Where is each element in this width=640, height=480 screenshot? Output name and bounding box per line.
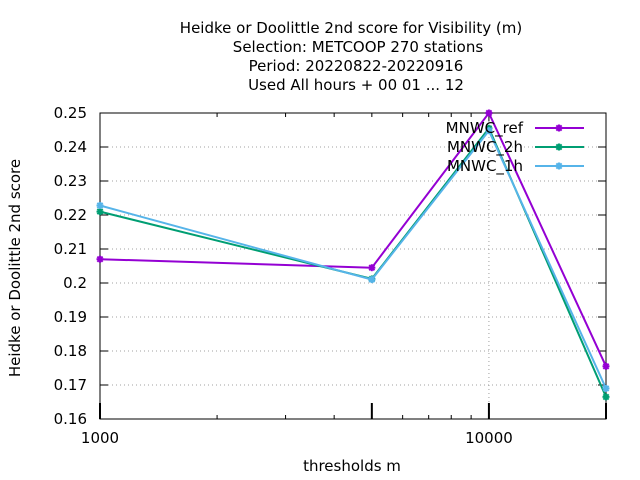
y-tick-label: 0.23 <box>54 172 87 190</box>
plot-frame <box>99 112 607 420</box>
x-tick-labels: 1000 10000 <box>81 429 513 447</box>
y-tick-label: 0.2 <box>63 274 87 292</box>
title-line-3: Period: 20220822-20220916 <box>249 57 464 75</box>
legend-label: MNWC_ref <box>446 119 524 138</box>
title-line-4: Used All hours + 00 01 ... 12 <box>248 76 464 94</box>
legend-label: MNWC_2h <box>447 138 523 157</box>
data-point <box>485 127 493 135</box>
y-tick-label: 0.16 <box>54 410 87 428</box>
series-1 <box>96 124 610 401</box>
data-point <box>602 384 610 392</box>
axes <box>99 112 607 420</box>
y-tick-label: 0.18 <box>54 342 87 360</box>
x-tick-label: 1000 <box>81 429 119 447</box>
y-axis-label: Heidke or Doolittle 2nd score <box>6 159 24 377</box>
title-line-2: Selection: METCOOP 270 stations <box>233 38 484 56</box>
series-2 <box>96 127 610 392</box>
y-tick-label: 0.19 <box>54 308 87 326</box>
grid <box>100 113 606 419</box>
legend-marker <box>555 143 563 151</box>
series-line <box>99 111 607 367</box>
y-tick-label: 0.24 <box>54 138 87 156</box>
legend-label: MNWC_1h <box>447 157 523 176</box>
x-axis-label: thresholds m <box>303 457 401 475</box>
legend-marker <box>555 124 563 132</box>
data-point <box>602 362 610 370</box>
data-point <box>96 201 104 209</box>
series-line <box>99 128 607 389</box>
data-point <box>368 276 376 284</box>
legend-marker <box>555 162 563 170</box>
y-tick-label: 0.22 <box>54 206 87 224</box>
series-line <box>99 126 607 398</box>
data-point <box>368 264 376 272</box>
chart-title: Heidke or Doolittle 2nd score for Visibi… <box>180 19 522 94</box>
series-0 <box>96 109 610 370</box>
series <box>96 109 610 401</box>
y-tick-label: 0.21 <box>54 240 87 258</box>
data-point <box>96 255 104 263</box>
y-tick-label: 0.25 <box>54 104 87 122</box>
data-point <box>96 208 104 216</box>
y-tick-labels: 0.16 0.17 0.18 0.19 0.2 0.21 0.22 0.23 0.24 0.25 <box>54 104 87 428</box>
x-tick-label: 10000 <box>465 429 513 447</box>
data-point <box>485 109 493 117</box>
data-point <box>602 393 610 401</box>
y-tick-label: 0.17 <box>54 376 87 394</box>
title-line-1: Heidke or Doolittle 2nd score for Visibi… <box>180 19 522 37</box>
